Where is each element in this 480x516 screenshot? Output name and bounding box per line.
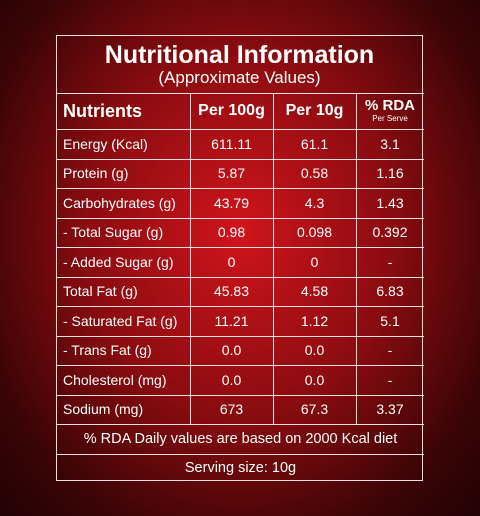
header-cell: Nutrients — [63, 100, 143, 121]
row-divider — [57, 365, 424, 366]
value-cell: 11.21 — [214, 312, 249, 329]
nutrient-name: Carbohydrates (g) — [63, 194, 176, 211]
header-cell: Per 10g — [285, 102, 344, 119]
nutrient-name: Protein (g) — [63, 165, 129, 182]
row-divider — [57, 276, 424, 278]
value-cell: - — [387, 371, 393, 388]
nutrient-name: Cholesterol (mg) — [63, 371, 167, 388]
value-cell: 0.098 — [296, 224, 333, 241]
column-divider — [190, 93, 191, 424]
value-cell: - — [387, 253, 393, 270]
row-divider — [57, 424, 424, 425]
value-cell: 5.87 — [217, 165, 246, 182]
value-cell: 3.37 — [376, 401, 404, 418]
nutrient-name: - Saturated Fat (g) — [63, 312, 178, 329]
column-divider — [356, 93, 357, 424]
value-cell: 45.83 — [213, 283, 250, 300]
row-divider — [57, 158, 424, 160]
subtitle: (Approximate Values) — [158, 68, 321, 87]
value-cell: 0.0 — [304, 342, 325, 359]
value-cell: - — [387, 342, 393, 359]
value-cell: 4.58 — [300, 283, 329, 300]
value-cell: 61.1 — [300, 135, 329, 152]
value-cell: 4.3 — [304, 194, 325, 211]
value-cell: 0.98 — [217, 224, 246, 241]
nutrient-name: Total Fat (g) — [63, 283, 138, 300]
row-divider — [57, 217, 424, 219]
value-cell: 43.79 — [213, 194, 250, 211]
nutrition-table: Nutritional Information (Approximate Val… — [56, 35, 424, 481]
value-cell: 673 — [219, 401, 244, 418]
value-cell: 1.43 — [376, 194, 404, 211]
value-cell: 5.1 — [380, 312, 400, 329]
row-divider — [57, 93, 424, 94]
nutrient-name: - Added Sugar (g) — [63, 253, 174, 270]
header-cell: % RDA — [364, 97, 415, 114]
header-cell: Per 100g — [198, 102, 265, 119]
header-note: Per Serve — [372, 113, 408, 123]
value-cell: 0.0 — [221, 371, 242, 388]
footnote: % RDA Daily values are based on 2000 Kca… — [83, 430, 398, 447]
value-cell: 0.392 — [372, 224, 408, 241]
row-divider — [57, 129, 424, 130]
row-divider — [57, 394, 424, 396]
row-divider — [57, 188, 424, 189]
row-divider — [57, 306, 424, 307]
serving-size: Serving size: 10g — [184, 460, 297, 477]
value-cell: 0 — [227, 253, 236, 270]
value-cell: 1.16 — [376, 165, 404, 182]
column-divider — [273, 93, 274, 424]
nutrient-name: - Total Sugar (g) — [63, 224, 164, 241]
row-divider — [57, 453, 424, 455]
value-cell: 0 — [310, 253, 319, 270]
row-divider — [57, 247, 424, 248]
nutrient-name: Energy (Kcal) — [63, 135, 148, 152]
value-cell: 0.58 — [300, 165, 329, 182]
value-cell: 1.12 — [300, 312, 329, 329]
value-cell: 3.1 — [380, 135, 400, 152]
value-cell: 6.83 — [376, 283, 404, 300]
nutrient-name: - Trans Fat (g) — [63, 342, 152, 359]
row-divider — [57, 335, 424, 337]
nutrient-name: Sodium (mg) — [63, 401, 144, 418]
value-cell: 0.0 — [221, 342, 242, 359]
value-cell: 67.3 — [300, 401, 329, 418]
value-cell: 611.11 — [211, 135, 252, 152]
title: Nutritional Information — [104, 41, 375, 69]
value-cell: 0.0 — [304, 371, 325, 388]
